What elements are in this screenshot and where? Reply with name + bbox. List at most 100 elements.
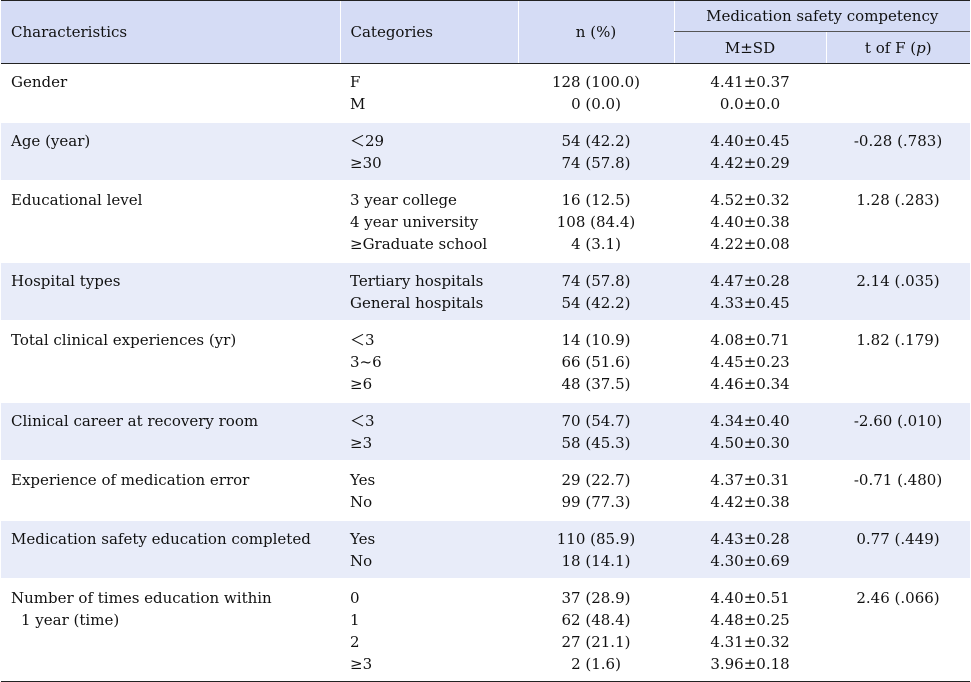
t-or-f-value: 2.46 (.066)	[856, 589, 940, 607]
header-characteristics: Characteristics	[1, 0, 340, 64]
t-or-f-cell: -0.71 (.480)	[826, 461, 970, 521]
table-row: Educational level 3 year college 4 year un…	[1, 181, 970, 263]
header-medication-safety-competency: Medication safety competency	[673, 0, 970, 32]
category-cell-line: ≥3	[350, 434, 373, 452]
mean-sd-cell-line: 4.45±0.23	[710, 353, 790, 371]
t-or-f-cell: -0.28 (.783)	[826, 122, 970, 182]
category-cell: ＜29 ≥30	[340, 122, 518, 182]
header-mean-sd: M±SD	[673, 31, 826, 64]
mean-sd-cell-line: 4.33±0.45	[710, 294, 790, 312]
n-percent-cell-line: 74 (57.8)	[561, 154, 631, 172]
mean-sd-cell-line: 4.41±0.37	[710, 73, 790, 91]
table-header: Characteristics Categories n (%) Medicat…	[1, 0, 970, 64]
header-t-or-f: t of F (p)	[825, 31, 970, 64]
characteristic-cell: Educational level	[1, 181, 340, 263]
n-percent-cell-line: 0 (0.0)	[571, 95, 621, 113]
table-row: Total clinical experiences (yr) ＜3 3~6 ≥6 14…	[1, 321, 970, 403]
t-or-f-value: -0.28 (.783)	[853, 132, 943, 150]
characteristic-cell-line: Gender	[11, 73, 68, 91]
mean-sd-cell-line: 4.47±0.28	[710, 272, 790, 290]
category-cell-line: 3 year college	[350, 191, 457, 209]
n-percent-cell: 14 (10.9) 66 (51.6) 48 (37.5)	[518, 321, 674, 403]
n-percent-cell-line: 16 (12.5)	[561, 191, 631, 209]
characteristic-cell-line: Clinical career at recovery room	[11, 412, 259, 430]
characteristic-cell: Gender	[1, 63, 340, 123]
t-or-f-value: 1.82 (.179)	[856, 331, 940, 349]
n-percent-cell: 16 (12.5) 108 (84.4) 4 (3.1)	[518, 181, 674, 263]
mean-sd-cell: 4.52±0.32 4.40±0.38 4.22±0.08	[674, 181, 826, 263]
category-cell-line: 4 year university	[350, 213, 479, 231]
mean-sd-cell: 4.43±0.28 4.30±0.69	[674, 520, 826, 580]
category-cell: Yes No	[340, 461, 518, 521]
characteristic-cell-line: Experience of medication error	[11, 471, 250, 489]
mean-sd-cell-line: 4.42±0.29	[710, 154, 790, 172]
characteristic-cell: Clinical career at recovery room	[1, 402, 340, 462]
characteristic-cell: Age (year)	[1, 122, 340, 182]
category-cell: 3 year college 4 year university ≥Graduate…	[340, 181, 518, 263]
t-or-f-cell: 0.77 (.449)	[826, 520, 970, 580]
table-row: Age (year) ＜29 ≥30 54 (42.2) 74 (57.8) 4.40±0…	[1, 122, 970, 182]
category-cell-line: F	[350, 73, 361, 91]
mean-sd-cell: 4.40±0.51 4.48±0.25 4.31±0.32 3.96±0.18	[674, 579, 826, 682]
mean-sd-cell-line: 0.0±0.0	[719, 95, 781, 113]
category-cell-line: General hospitals	[350, 294, 484, 312]
table-row: Medication safety education completed Yes…	[1, 520, 970, 580]
table-row: Number of times education within 1 year (…	[1, 579, 970, 682]
n-percent-cell-line: 18 (14.1)	[561, 552, 631, 570]
category-cell-line: ≥Graduate school	[350, 235, 488, 253]
characteristic-cell-line: Medication safety education completed	[11, 530, 311, 548]
t-or-f-value: -2.60 (.010)	[853, 412, 943, 430]
mean-sd-cell-line: 4.40±0.51	[710, 589, 790, 607]
n-percent-cell: 110 (85.9) 18 (14.1)	[518, 520, 674, 580]
t-or-f-value	[826, 71, 970, 93]
category-cell-line: ＜3	[350, 331, 375, 349]
mean-sd-cell-line: 4.42±0.38	[710, 493, 790, 511]
n-percent-cell-line: 54 (42.2)	[561, 132, 631, 150]
header-categories: Categories	[339, 0, 518, 64]
characteristic-cell-line: Educational level	[11, 191, 143, 209]
category-cell-line: 0	[350, 589, 360, 607]
mean-sd-cell-line: 4.08±0.71	[710, 331, 790, 349]
n-percent-cell: 54 (42.2) 74 (57.8)	[518, 122, 674, 182]
t-or-f-value: -0.71 (.480)	[853, 471, 943, 489]
mean-sd-cell-line: 4.48±0.25	[710, 611, 790, 629]
mean-sd-cell-line: 4.52±0.32	[710, 191, 790, 209]
characteristic-cell-line: Total clinical experiences (yr)	[11, 331, 237, 349]
n-percent-cell-line: 27 (21.1)	[561, 633, 631, 651]
mean-sd-cell-line: 4.30±0.69	[710, 552, 790, 570]
characteristic-cell: Number of times education within 1 year (…	[1, 579, 340, 682]
table-body: Gender F M 128 (100.0) 0 (0.0) 4.41±0.37 0.0±0…	[1, 63, 970, 682]
mean-sd-cell: 4.34±0.40 4.50±0.30	[674, 402, 826, 462]
t-or-f-cell: 2.46 (.066)	[826, 579, 970, 682]
category-cell-line: M	[350, 95, 366, 113]
category-cell-line: ＜3	[350, 412, 375, 430]
n-percent-cell: 74 (57.8) 54 (42.2)	[518, 262, 674, 322]
n-percent-cell: 128 (100.0) 0 (0.0)	[518, 63, 674, 123]
table-row: Clinical career at recovery room ＜3 ≥3 70 (…	[1, 402, 970, 462]
mean-sd-cell-line: 4.40±0.45	[710, 132, 790, 150]
mean-sd-cell: 4.41±0.37 0.0±0.0	[674, 63, 826, 123]
mean-sd-cell-line: 4.34±0.40	[710, 412, 790, 430]
category-cell-line: ≥6	[350, 375, 373, 393]
characteristic-cell-line: Age (year)	[11, 132, 91, 150]
n-percent-cell: 29 (22.7) 99 (77.3)	[518, 461, 674, 521]
mean-sd-cell: 4.08±0.71 4.45±0.23 4.46±0.34	[674, 321, 826, 403]
n-percent-cell-line: 54 (42.2)	[561, 294, 631, 312]
characteristic-cell-line: Hospital types	[11, 272, 121, 290]
mean-sd-cell-line: 4.43±0.28	[710, 530, 790, 548]
mean-sd-cell-line: 4.50±0.30	[710, 434, 790, 452]
category-cell: ＜3 3~6 ≥6	[340, 321, 518, 403]
category-cell: ＜3 ≥3	[340, 402, 518, 462]
mean-sd-cell: 4.37±0.31 4.42±0.38	[674, 461, 826, 521]
category-cell-line: ＜29	[350, 132, 385, 150]
t-or-f-value: 2.14 (.035)	[856, 272, 940, 290]
mean-sd-cell: 4.40±0.45 4.42±0.29	[674, 122, 826, 182]
characteristic-cell: Hospital types	[1, 262, 340, 322]
mean-sd-cell: 4.47±0.28 4.33±0.45	[674, 262, 826, 322]
category-cell-line: Yes	[350, 471, 376, 489]
category-cell-line: Tertiary hospitals	[350, 272, 484, 290]
n-percent-cell-line: 2 (1.6)	[571, 655, 621, 673]
characteristic-cell: Experience of medication error	[1, 461, 340, 521]
t-or-f-cell: 1.82 (.179)	[826, 321, 970, 403]
